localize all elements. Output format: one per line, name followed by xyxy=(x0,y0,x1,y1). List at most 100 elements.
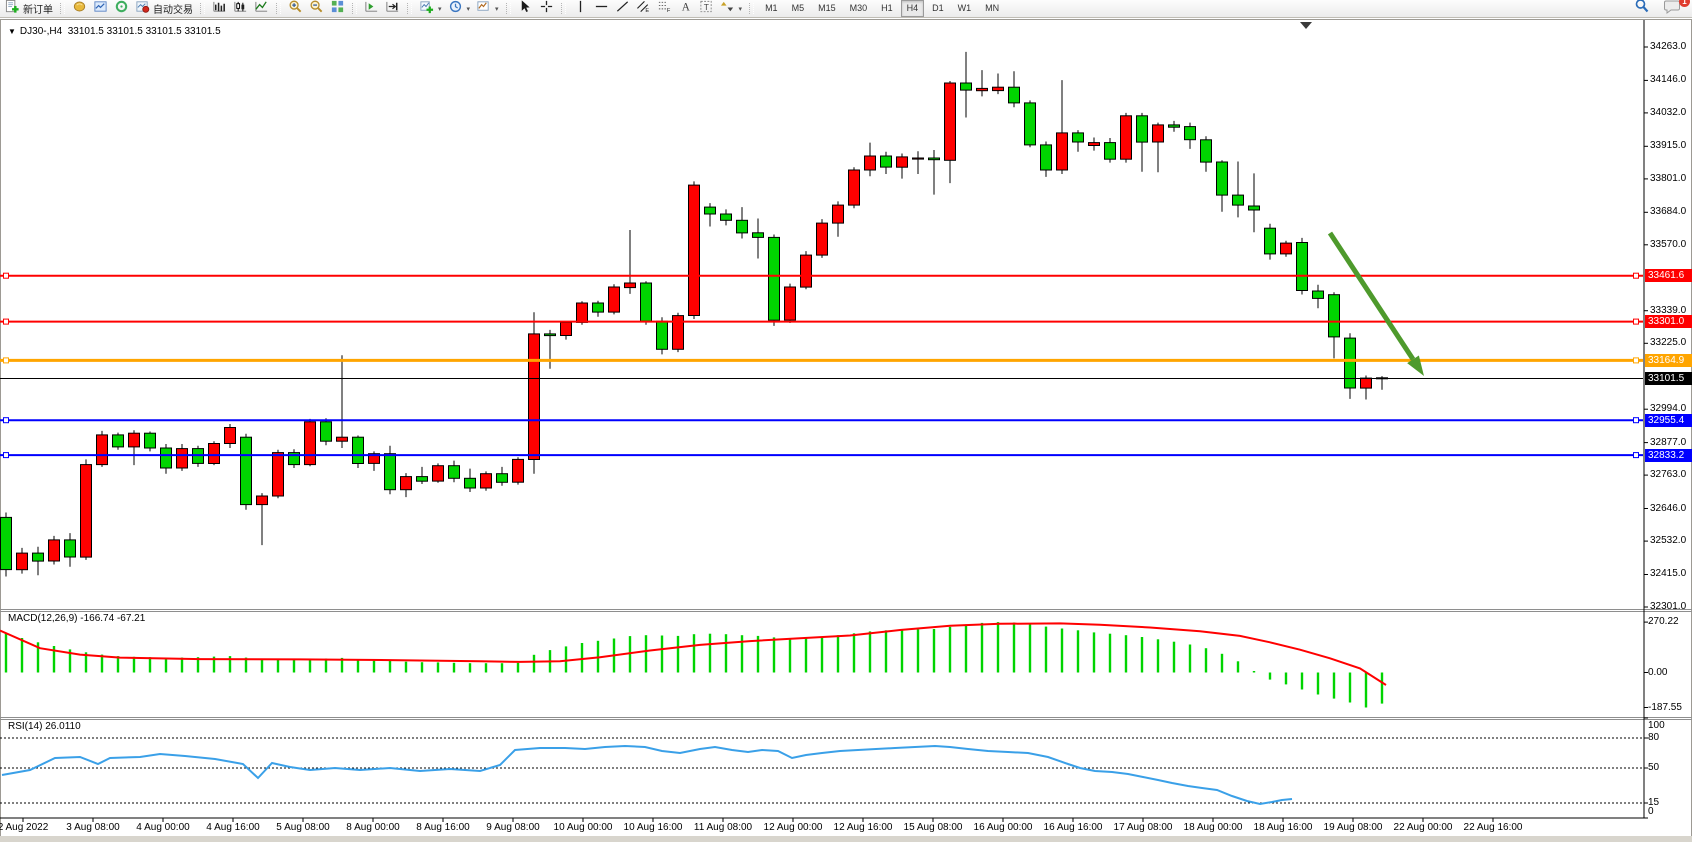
periods-button[interactable]: ▾ xyxy=(445,0,474,19)
date-tick-label: 12 Aug 00:00 xyxy=(763,822,823,833)
price-tick-label: 34032.0 xyxy=(1650,106,1687,118)
date-tick-label: 22 Aug 00:00 xyxy=(1393,822,1453,833)
price-level-badge: 33461.6 xyxy=(1645,269,1692,283)
templates-button[interactable]: ▾ xyxy=(473,0,502,17)
timeframe-m30-button[interactable]: M30 xyxy=(849,3,868,13)
rsi-tick-label: 15 xyxy=(1648,797,1660,808)
chart-symbol-label[interactable]: ▼ DJ30-,H4 33101.5 33101.5 33101.5 33101… xyxy=(8,26,221,37)
vertical-line-button[interactable] xyxy=(570,0,591,17)
toolbar-grip xyxy=(352,3,357,14)
rsi-indicator-label: RSI(14) 26.0110 xyxy=(8,721,81,732)
svg-text:A: A xyxy=(681,1,690,13)
auto-scroll-icon xyxy=(364,0,379,19)
macd-tick-label: 0.00 xyxy=(1648,666,1668,678)
macd-tick-label: 270.22 xyxy=(1648,616,1679,628)
zoom-in-button[interactable] xyxy=(285,0,306,19)
toolbar-grip xyxy=(407,3,412,14)
price-tick-label: 32763.0 xyxy=(1650,469,1687,481)
notifications-button[interactable]: 1 xyxy=(1661,0,1690,17)
svg-text:T: T xyxy=(703,1,708,11)
line-chart-button[interactable] xyxy=(251,0,272,17)
date-tick-label: 10 Aug 16:00 xyxy=(623,822,683,833)
notification-badge: 1 xyxy=(1679,0,1690,7)
text-button[interactable]: A xyxy=(675,1,696,17)
macd-panel[interactable] xyxy=(0,611,1643,717)
price-tick-label: 33225.0 xyxy=(1650,337,1687,349)
cursor-button[interactable] xyxy=(515,0,536,17)
price-tick-label: 32301.0 xyxy=(1650,601,1687,612)
chart-window-button[interactable] xyxy=(90,0,111,19)
symbol-ohlc-text: DJ30-,H4 33101.5 33101.5 33101.5 33101.5 xyxy=(19,26,221,37)
svg-text:E: E xyxy=(645,8,649,14)
timeframe-h1-button[interactable]: H1 xyxy=(881,3,893,13)
candlestick-chart-icon xyxy=(233,0,248,19)
timeframe-h4-button[interactable]: H4 xyxy=(900,0,925,17)
search-button[interactable] xyxy=(1631,0,1653,19)
date-tick-label: 22 Aug 16:00 xyxy=(1463,822,1523,833)
main-toolbar: 新订单 自动交易 ▾ ▾ ▾ E F A T ▾ M1 M5 M15 M30 H1 H4 D… xyxy=(0,0,1692,18)
rsi-panel[interactable] xyxy=(0,719,1643,818)
zoom-in-icon xyxy=(288,0,303,19)
text-label-icon: T xyxy=(699,0,714,19)
price-tick-label: 32532.0 xyxy=(1650,535,1687,547)
date-tick-label: 8 Aug 16:00 xyxy=(416,822,470,833)
chart-menu-triangle-icon[interactable]: ▼ xyxy=(8,27,16,36)
timeframe-m5-button[interactable]: M5 xyxy=(791,3,805,13)
crosshair-button[interactable] xyxy=(536,0,557,17)
timeframe-mn-button[interactable]: MN xyxy=(985,3,1000,13)
tile-windows-button[interactable] xyxy=(327,0,348,17)
auto-scroll-button[interactable] xyxy=(361,1,382,17)
toolbar-grip xyxy=(276,3,281,14)
price-tick-label: 33339.0 xyxy=(1650,304,1687,316)
gold-lamp-button[interactable] xyxy=(69,1,90,17)
chart-window-icon xyxy=(93,0,108,19)
signal-button[interactable] xyxy=(111,0,132,17)
autotrading-label: 自动交易 xyxy=(153,5,193,16)
horizontal-line-button[interactable] xyxy=(591,1,612,17)
new-order-icon xyxy=(5,0,20,19)
clock-icon xyxy=(448,0,463,19)
price-tick-label: 32415.0 xyxy=(1650,568,1687,580)
chevron-down-icon: ▾ xyxy=(495,5,499,13)
date-tick-label: 16 Aug 16:00 xyxy=(1043,822,1103,833)
date-tick-label: 10 Aug 00:00 xyxy=(553,822,613,833)
gold-lamp-icon xyxy=(72,0,87,19)
date-tick-label: 4 Aug 00:00 xyxy=(136,822,190,833)
trendline-button[interactable] xyxy=(612,0,633,17)
timeframe-m15-button[interactable]: M15 xyxy=(818,3,836,13)
fibonacci-button[interactable]: F xyxy=(654,1,675,17)
timeframe-w1-button[interactable]: W1 xyxy=(957,3,972,13)
toolbar-grip xyxy=(60,3,65,14)
price-tick-label: 33801.0 xyxy=(1650,172,1687,184)
equidistant-channel-button[interactable]: E xyxy=(633,0,654,17)
chart-shift-button[interactable] xyxy=(382,1,403,17)
chart-window[interactable] xyxy=(0,19,1692,842)
arrows-button[interactable]: ▾ xyxy=(717,1,746,17)
timeframe-d1-button[interactable]: D1 xyxy=(932,3,944,13)
autotrading-icon xyxy=(135,0,150,19)
candlestick-chart-button[interactable] xyxy=(230,1,251,17)
zoom-out-button[interactable] xyxy=(306,0,327,19)
autotrading-button[interactable]: 自动交易 xyxy=(132,0,196,19)
macd-indicator-label: MACD(12,26,9) -166.74 -67.21 xyxy=(8,613,146,624)
bar-chart-button[interactable] xyxy=(209,1,230,17)
price-level-badge: 32833.2 xyxy=(1645,448,1692,462)
rsi-tick-label: 100 xyxy=(1648,720,1665,731)
chevron-down-icon: ▾ xyxy=(466,5,471,13)
main-chart-panel[interactable] xyxy=(0,20,1643,609)
bar-chart-icon xyxy=(212,0,227,19)
new-order-button[interactable]: 新订单 xyxy=(2,0,56,19)
price-tick-label: 33915.0 xyxy=(1650,140,1687,152)
price-tick-label: 32646.0 xyxy=(1650,502,1687,514)
search-icon xyxy=(1634,0,1650,19)
indicators-button[interactable]: ▾ xyxy=(416,0,445,17)
text-icon: A xyxy=(678,0,693,19)
zoom-out-icon xyxy=(309,0,324,19)
chevron-down-icon: ▾ xyxy=(738,5,743,13)
timeframe-m1-button[interactable]: M1 xyxy=(765,3,778,13)
price-level-badge: 33101.5 xyxy=(1645,372,1692,386)
toolbar-grip xyxy=(749,3,755,14)
text-label-button[interactable]: T xyxy=(696,0,717,19)
price-level-badge: 33164.9 xyxy=(1645,353,1692,367)
date-tick-label: 19 Aug 08:00 xyxy=(1323,822,1383,833)
